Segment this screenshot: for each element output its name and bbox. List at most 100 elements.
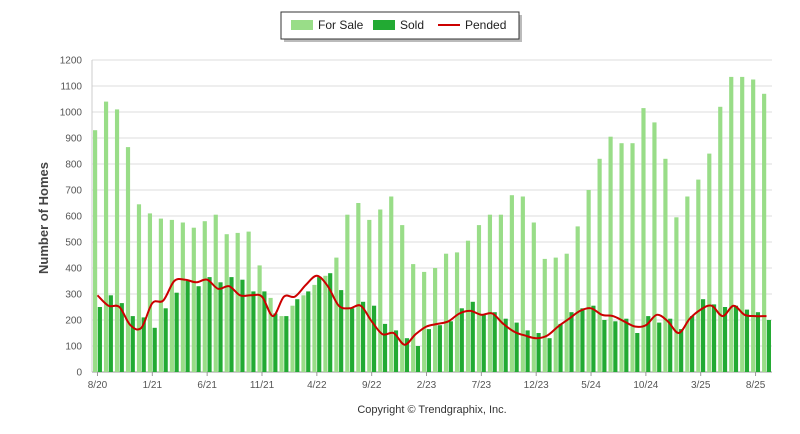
bar-sold (722, 307, 728, 372)
bar-sold (569, 312, 574, 372)
bar-sold (152, 327, 157, 372)
x-tick-label: 12/23 (524, 380, 549, 391)
bar-for-sale (169, 219, 174, 372)
bar-sold (426, 329, 431, 372)
bar-for-sale (312, 284, 317, 372)
bar-for-sale (553, 257, 558, 372)
x-tick-label: 2/23 (417, 380, 437, 391)
y-tick-label: 800 (65, 160, 82, 171)
bar-sold (393, 330, 399, 372)
bar-sold (448, 321, 453, 372)
bar-sold (437, 325, 442, 372)
y-tick-label: 500 (65, 238, 82, 249)
bar-sold (163, 308, 168, 372)
bar-sold (251, 291, 256, 372)
bar-sold (196, 286, 201, 372)
bar-sold (262, 291, 267, 372)
bar-for-sale (224, 234, 229, 372)
bar-for-sale (136, 204, 142, 372)
bar-for-sale (268, 297, 273, 372)
bar-sold (382, 323, 388, 372)
legend: For Sale Sold Pended (280, 11, 522, 42)
bar-for-sale (707, 153, 712, 372)
bar-sold (558, 323, 563, 372)
y-tick-label: 1000 (60, 108, 83, 119)
bar-for-sale (443, 253, 449, 372)
bar-for-sale (93, 130, 98, 372)
x-tick-label: 10/24 (633, 380, 658, 391)
bar-sold (503, 318, 508, 372)
bar-for-sale (630, 143, 635, 372)
legend-swatch-sold (373, 20, 395, 30)
y-tick-labels: 0 100 200 300 400 500 600 700 800 900 1000 1100 1200 (60, 56, 83, 379)
bar-for-sale (279, 316, 284, 372)
y-tick-label: 1100 (60, 82, 82, 93)
bar-sold (525, 330, 530, 372)
bar-for-sale (147, 213, 153, 372)
legend-box (280, 11, 520, 40)
copyright-text: Copyright © Trendgraphix, Inc. (357, 404, 506, 416)
bar-sold (602, 320, 607, 372)
bar-for-sale (213, 214, 218, 372)
bar-sold (635, 333, 640, 372)
bar-for-sale (103, 101, 109, 372)
bar-sold (108, 295, 113, 372)
bar-for-sale (454, 252, 460, 372)
bar-sold (514, 322, 519, 372)
bar-for-sale (751, 79, 756, 372)
bar-sold (404, 338, 410, 372)
x-tick-label: 6/21 (197, 380, 217, 391)
y-tick-label: 200 (65, 316, 82, 327)
bar-for-sale (597, 158, 602, 372)
bar-for-sale (542, 258, 547, 372)
y-tick-label: 600 (65, 212, 82, 223)
y-tick-label: 300 (65, 290, 82, 301)
bar-sold (119, 303, 124, 372)
bar-for-sale (476, 225, 482, 372)
bar-sold (711, 304, 717, 372)
bar-sold (668, 318, 673, 372)
bar-sold (350, 308, 355, 372)
bar-sold (141, 317, 146, 372)
bar-sold (97, 307, 102, 372)
bar-for-sale (257, 265, 262, 372)
bar-sold (174, 292, 179, 372)
bar-for-sale (729, 76, 734, 373)
y-tick-label: 0 (76, 368, 82, 379)
bar-for-sale (696, 179, 701, 372)
y-tick-label: 700 (65, 186, 82, 197)
bar-sold (613, 321, 618, 372)
bar-for-sale (246, 231, 251, 372)
bar-for-sale (356, 203, 361, 372)
bar-sold (284, 316, 289, 372)
bar-sold (306, 291, 311, 372)
bar-sold (339, 290, 344, 372)
x-tick-label: 9/22 (362, 380, 382, 391)
bar-for-sale (400, 225, 405, 372)
bar-for-sale (531, 222, 536, 372)
bar-sold (657, 322, 662, 372)
bar-sold (229, 277, 234, 372)
bar-sold (679, 329, 684, 372)
pended-line-layer (96, 274, 767, 346)
bar-for-sale (422, 271, 427, 372)
bar-for-sale (323, 275, 328, 372)
bar-for-sale (235, 232, 240, 372)
bar-sold (580, 308, 585, 372)
bar-for-sale (125, 147, 131, 372)
bar-sold (185, 281, 190, 372)
bar-for-sale (378, 209, 383, 372)
bar-for-sale (345, 214, 350, 372)
bar-for-sale (334, 257, 339, 372)
bar-for-sale (520, 196, 525, 372)
bar-sold (361, 301, 366, 372)
bar-for-sale (641, 108, 646, 372)
bar-sold (481, 314, 486, 372)
bar-sold (218, 282, 223, 372)
bar-sold (295, 299, 300, 372)
bar-sold (766, 320, 771, 372)
y-tick-label: 100 (65, 342, 82, 353)
bar-sold (459, 308, 464, 372)
x-tick-label: 3/25 (691, 380, 711, 391)
